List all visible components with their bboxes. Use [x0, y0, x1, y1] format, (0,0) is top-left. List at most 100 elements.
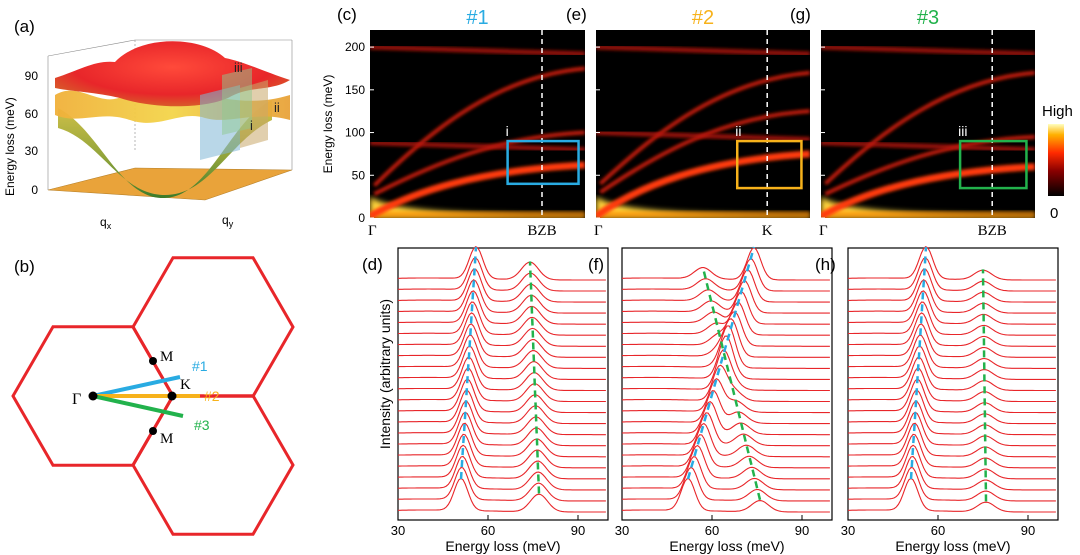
spectrum-trace	[622, 280, 830, 314]
xtick-label: 30	[841, 523, 855, 538]
xtick-label: 60	[705, 523, 719, 538]
brillouin-zones	[11, 256, 295, 536]
panel-a-yticks: 0 30 60 90	[25, 69, 39, 197]
highlight-box-label: i	[506, 123, 509, 139]
spectrum-trace	[398, 246, 606, 281]
dispersion-branch	[370, 161, 585, 218]
highlight-box-label: iii	[958, 123, 967, 139]
spectrum-trace	[621, 349, 830, 392]
heatmap-title: #1	[466, 7, 488, 29]
spectrum-trace	[848, 246, 1056, 281]
panel-e: (e) ii #2 Γ K	[566, 5, 810, 239]
heatmap-background	[596, 30, 810, 218]
highlight-box	[958, 139, 1028, 190]
dispersion-branch	[823, 70, 1035, 186]
panel-f: (f) 30 60 90 Energy loss (meV)	[588, 246, 833, 554]
peak1-tracker	[686, 246, 756, 480]
spectrum-trace	[398, 477, 606, 513]
spectrum-trace	[848, 477, 1056, 513]
path-1-label: #1	[192, 358, 208, 374]
dispersion-branch	[599, 109, 810, 195]
spectrum-trace	[847, 356, 1056, 392]
panel-label-c: (c)	[337, 5, 357, 24]
low-energy-band	[596, 211, 810, 218]
highlight-box-label: ii	[735, 123, 741, 139]
spectrum-trace	[847, 422, 1056, 458]
panel-a-box	[47, 39, 293, 190]
slice-plane-iii	[222, 68, 252, 135]
spectrum-trace	[848, 301, 1056, 336]
spectrum-trace	[622, 335, 830, 380]
heatmap-branches	[596, 44, 810, 218]
spectrum-trace	[848, 323, 1056, 358]
dispersion-branch	[596, 44, 810, 57]
panel-a: (a) iii ii i 0 30 60 90 Energy loss (meV…	[3, 17, 293, 231]
panel-g: (g) iii #3 Γ BZB	[790, 5, 1035, 239]
low-energy-band	[370, 211, 585, 218]
spectra-frame	[621, 247, 833, 521]
spectrum-trace	[621, 444, 830, 480]
spectrum-trace	[398, 268, 606, 303]
bz-hexagon	[131, 256, 295, 398]
spectrum-trace	[397, 422, 606, 458]
x-end-label: BZB	[978, 223, 1007, 239]
gamma-point	[88, 391, 98, 401]
m-point-bottom	[149, 427, 157, 435]
xtick-label: 30	[615, 523, 629, 538]
low-energy-band	[821, 211, 1035, 218]
m-label-top: M	[160, 349, 173, 365]
heatmap-ylabel: Energy loss (meV)	[321, 75, 335, 174]
xtick-label: 30	[391, 523, 405, 538]
panel-label-f: (f)	[588, 255, 604, 274]
peak2-tracker	[528, 261, 541, 494]
spectrum-trace	[398, 301, 606, 336]
spectrum-trace	[848, 433, 1056, 469]
spectrum-trace	[847, 312, 1056, 347]
spectrum-trace	[848, 411, 1056, 447]
spectrum-trace	[848, 389, 1056, 425]
spectrum-trace	[621, 422, 830, 458]
spectrum-trace	[847, 334, 1056, 369]
panel-label-g: (g)	[790, 5, 811, 24]
dispersion-branch	[372, 66, 585, 187]
k-label: K	[180, 377, 191, 393]
spectrum-trace	[398, 411, 606, 447]
spectrum-trace	[848, 345, 1056, 380]
xtick-label: 90	[571, 523, 585, 538]
spectrum-trace	[398, 466, 606, 502]
x-end-label: BZB	[527, 223, 556, 239]
ytick-60: 60	[25, 107, 39, 121]
dispersion-branch	[821, 163, 1035, 218]
highlight-box	[735, 139, 803, 190]
spectrum-trace	[397, 290, 606, 325]
mark-ii: ii	[274, 100, 280, 115]
spectrum-trace	[397, 444, 606, 480]
axis-qx: qx	[100, 215, 112, 231]
m-point-top	[149, 357, 157, 365]
heatmap-branches	[370, 44, 585, 218]
x-start-label: Γ	[819, 223, 828, 239]
ytick-label: 0	[358, 211, 365, 225]
spectrum-trace	[847, 290, 1056, 325]
spectrum-trace	[398, 389, 606, 425]
mark-i: i	[250, 118, 253, 133]
spectrum-trace	[848, 257, 1056, 292]
heatmap-title: #3	[917, 7, 939, 29]
spectrum-trace	[848, 268, 1056, 303]
peak2-tracker	[701, 267, 762, 501]
xtick-label: 60	[931, 523, 945, 538]
ytick-label: 150	[345, 83, 365, 97]
spectrum-trace	[397, 356, 606, 392]
spectrum-trace	[848, 279, 1056, 314]
path-1-line	[92, 375, 181, 398]
panel-a-ylabel: Energy loss (meV)	[3, 97, 17, 196]
spectrum-trace	[622, 478, 830, 513]
spectrum-trace	[398, 323, 606, 358]
highlight-box	[506, 139, 580, 186]
path-2-label: #2	[204, 388, 220, 404]
panel-label-e: (e)	[566, 5, 587, 24]
spectrum-trace	[398, 367, 606, 403]
dispersion-branch	[821, 140, 1035, 153]
ytick-label: 100	[345, 126, 365, 140]
heatmap-background	[370, 30, 585, 218]
